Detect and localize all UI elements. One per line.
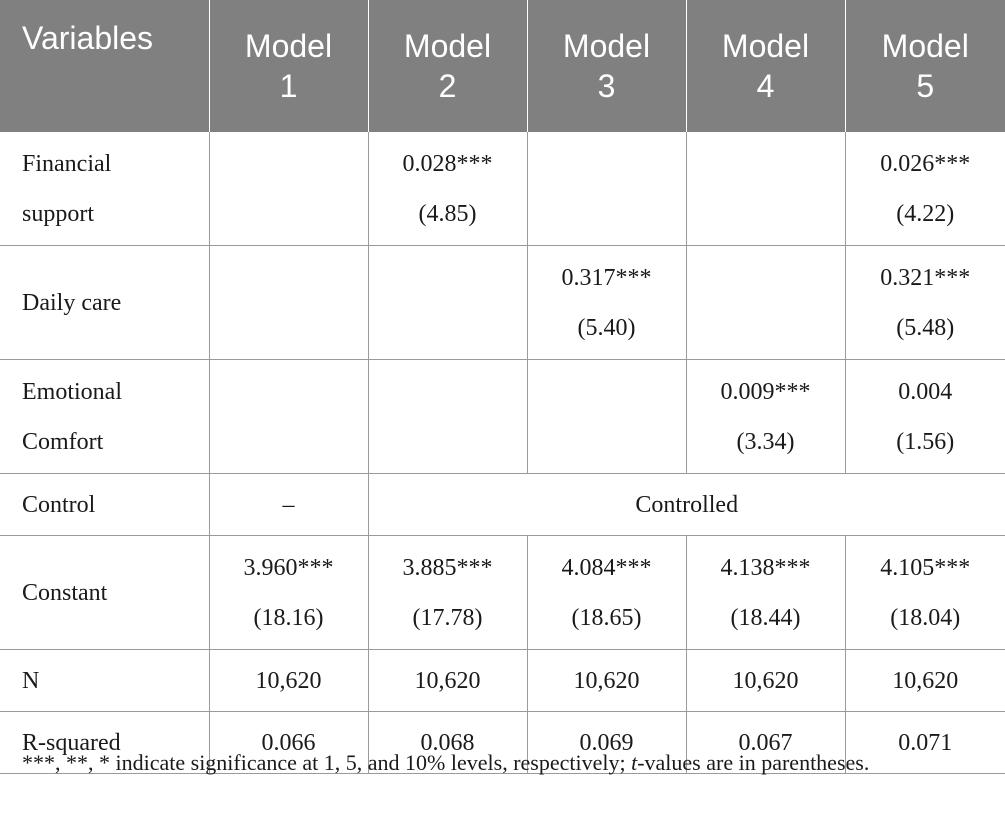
header-model-1: Model 1 (209, 0, 369, 132)
row-financial-support: Financial support 0.028*** (4.85) 0.026**… (0, 132, 1005, 246)
row-label: Daily care (0, 245, 210, 360)
cell-m4: 0.067 (686, 711, 846, 774)
t-value: (18.04) (890, 604, 961, 631)
cell-m5: 4.105*** (18.04) (845, 535, 1005, 650)
row-r-squared: R-squared 0.066 0.068 0.069 0.067 0.071 (0, 711, 1005, 774)
cell-m1 (209, 359, 369, 474)
header-model-4: Model 4 (686, 0, 846, 132)
cell-control-m1: – (209, 473, 369, 536)
cell-m4: 10,620 (686, 649, 846, 712)
cell-m4: 4.138*** (18.44) (686, 535, 846, 650)
row-label: N (0, 649, 210, 712)
cell-m5: 0.321*** (5.48) (845, 245, 1005, 360)
cell-m2: 0.028*** (4.85) (368, 132, 528, 246)
coef: 4.138*** (720, 554, 811, 581)
footnote-t-italic: t (631, 750, 638, 775)
table-footnote: ***, **, * indicate significance at 1, 5… (22, 746, 922, 780)
cell-m5: 10,620 (845, 649, 1005, 712)
t-value: (18.65) (571, 604, 642, 631)
cell-m3: 0.069 (527, 711, 687, 774)
cell-m1 (209, 245, 369, 360)
cell-m1: 10,620 (209, 649, 369, 712)
t-value: (18.44) (730, 604, 801, 631)
cell-m4: 0.009*** (3.34) (686, 359, 846, 474)
cell-m2: 0.068 (368, 711, 528, 774)
coef: 4.084*** (561, 554, 652, 581)
cell-m2 (368, 245, 528, 360)
t-value: (4.85) (418, 200, 477, 227)
row-label: Control (0, 473, 210, 536)
t-value: (3.34) (736, 428, 795, 455)
row-control: Control – Controlled (0, 473, 1005, 536)
coef: 0.004 (898, 378, 953, 405)
coef: 0.026*** (880, 150, 971, 177)
cell-m3: 0.317*** (5.40) (527, 245, 687, 360)
cell-m3: 4.084*** (18.65) (527, 535, 687, 650)
header-model-2: Model 2 (368, 0, 528, 132)
header-model-3: Model 3 (527, 0, 687, 132)
row-label: Constant (0, 535, 210, 650)
row-daily-care: Daily care 0.317*** (5.40) 0.321*** (5.48) (0, 245, 1005, 360)
footnote-text: ***, **, * indicate significance at 1, 5… (22, 750, 632, 775)
row-label: Financial support (0, 132, 210, 246)
t-value: (5.40) (577, 314, 636, 341)
row-label: Emotional Comfort (0, 359, 210, 474)
cell-m4 (686, 245, 846, 360)
cell-m2: 10,620 (368, 649, 528, 712)
cell-m5: 0.071 (845, 711, 1005, 774)
coef: 3.960*** (243, 554, 334, 581)
coef: 4.105*** (880, 554, 971, 581)
t-value: (1.56) (896, 428, 955, 455)
row-emotional-comfort: Emotional Comfort 0.009*** (3.34) 0.004 (1… (0, 359, 1005, 474)
cell-m4 (686, 132, 846, 246)
cell-m3 (527, 359, 687, 474)
header-model-5: Model 5 (845, 0, 1005, 132)
cell-m1: 3.960*** (18.16) (209, 535, 369, 650)
cell-m5: 0.026*** (4.22) (845, 132, 1005, 246)
cell-m1 (209, 132, 369, 246)
regression-table-container: Variables Model 1 Model 2 Model 3 Model … (0, 0, 1005, 774)
row-n: N 10,620 10,620 10,620 10,620 10,620 (0, 649, 1005, 712)
header-variables: Variables (0, 0, 210, 132)
row-constant: Constant 3.960*** (18.16) 3.885*** (17.78)… (0, 535, 1005, 650)
footnote-text-end: -values are in parentheses. (637, 750, 870, 775)
coef: 0.028*** (402, 150, 493, 177)
coef: 3.885*** (402, 554, 493, 581)
cell-m3: 10,620 (527, 649, 687, 712)
cell-m2 (368, 359, 528, 474)
t-value: (17.78) (412, 604, 483, 631)
cell-m1: 0.066 (209, 711, 369, 774)
t-value: (4.22) (896, 200, 955, 227)
t-value: (5.48) (896, 314, 955, 341)
coef: 0.321*** (880, 264, 971, 291)
cell-m5: 0.004 (1.56) (845, 359, 1005, 474)
row-label: R-squared (0, 711, 210, 774)
coef: 0.317*** (561, 264, 652, 291)
cell-m2: 3.885*** (17.78) (368, 535, 528, 650)
t-value: (18.16) (253, 604, 324, 631)
cell-m3 (527, 132, 687, 246)
regression-table: Variables Model 1 Model 2 Model 3 Model … (0, 0, 1005, 774)
header-row: Variables Model 1 Model 2 Model 3 Model … (0, 0, 1005, 132)
coef: 0.009*** (720, 378, 811, 405)
cell-control-rest: Controlled (368, 473, 1005, 536)
